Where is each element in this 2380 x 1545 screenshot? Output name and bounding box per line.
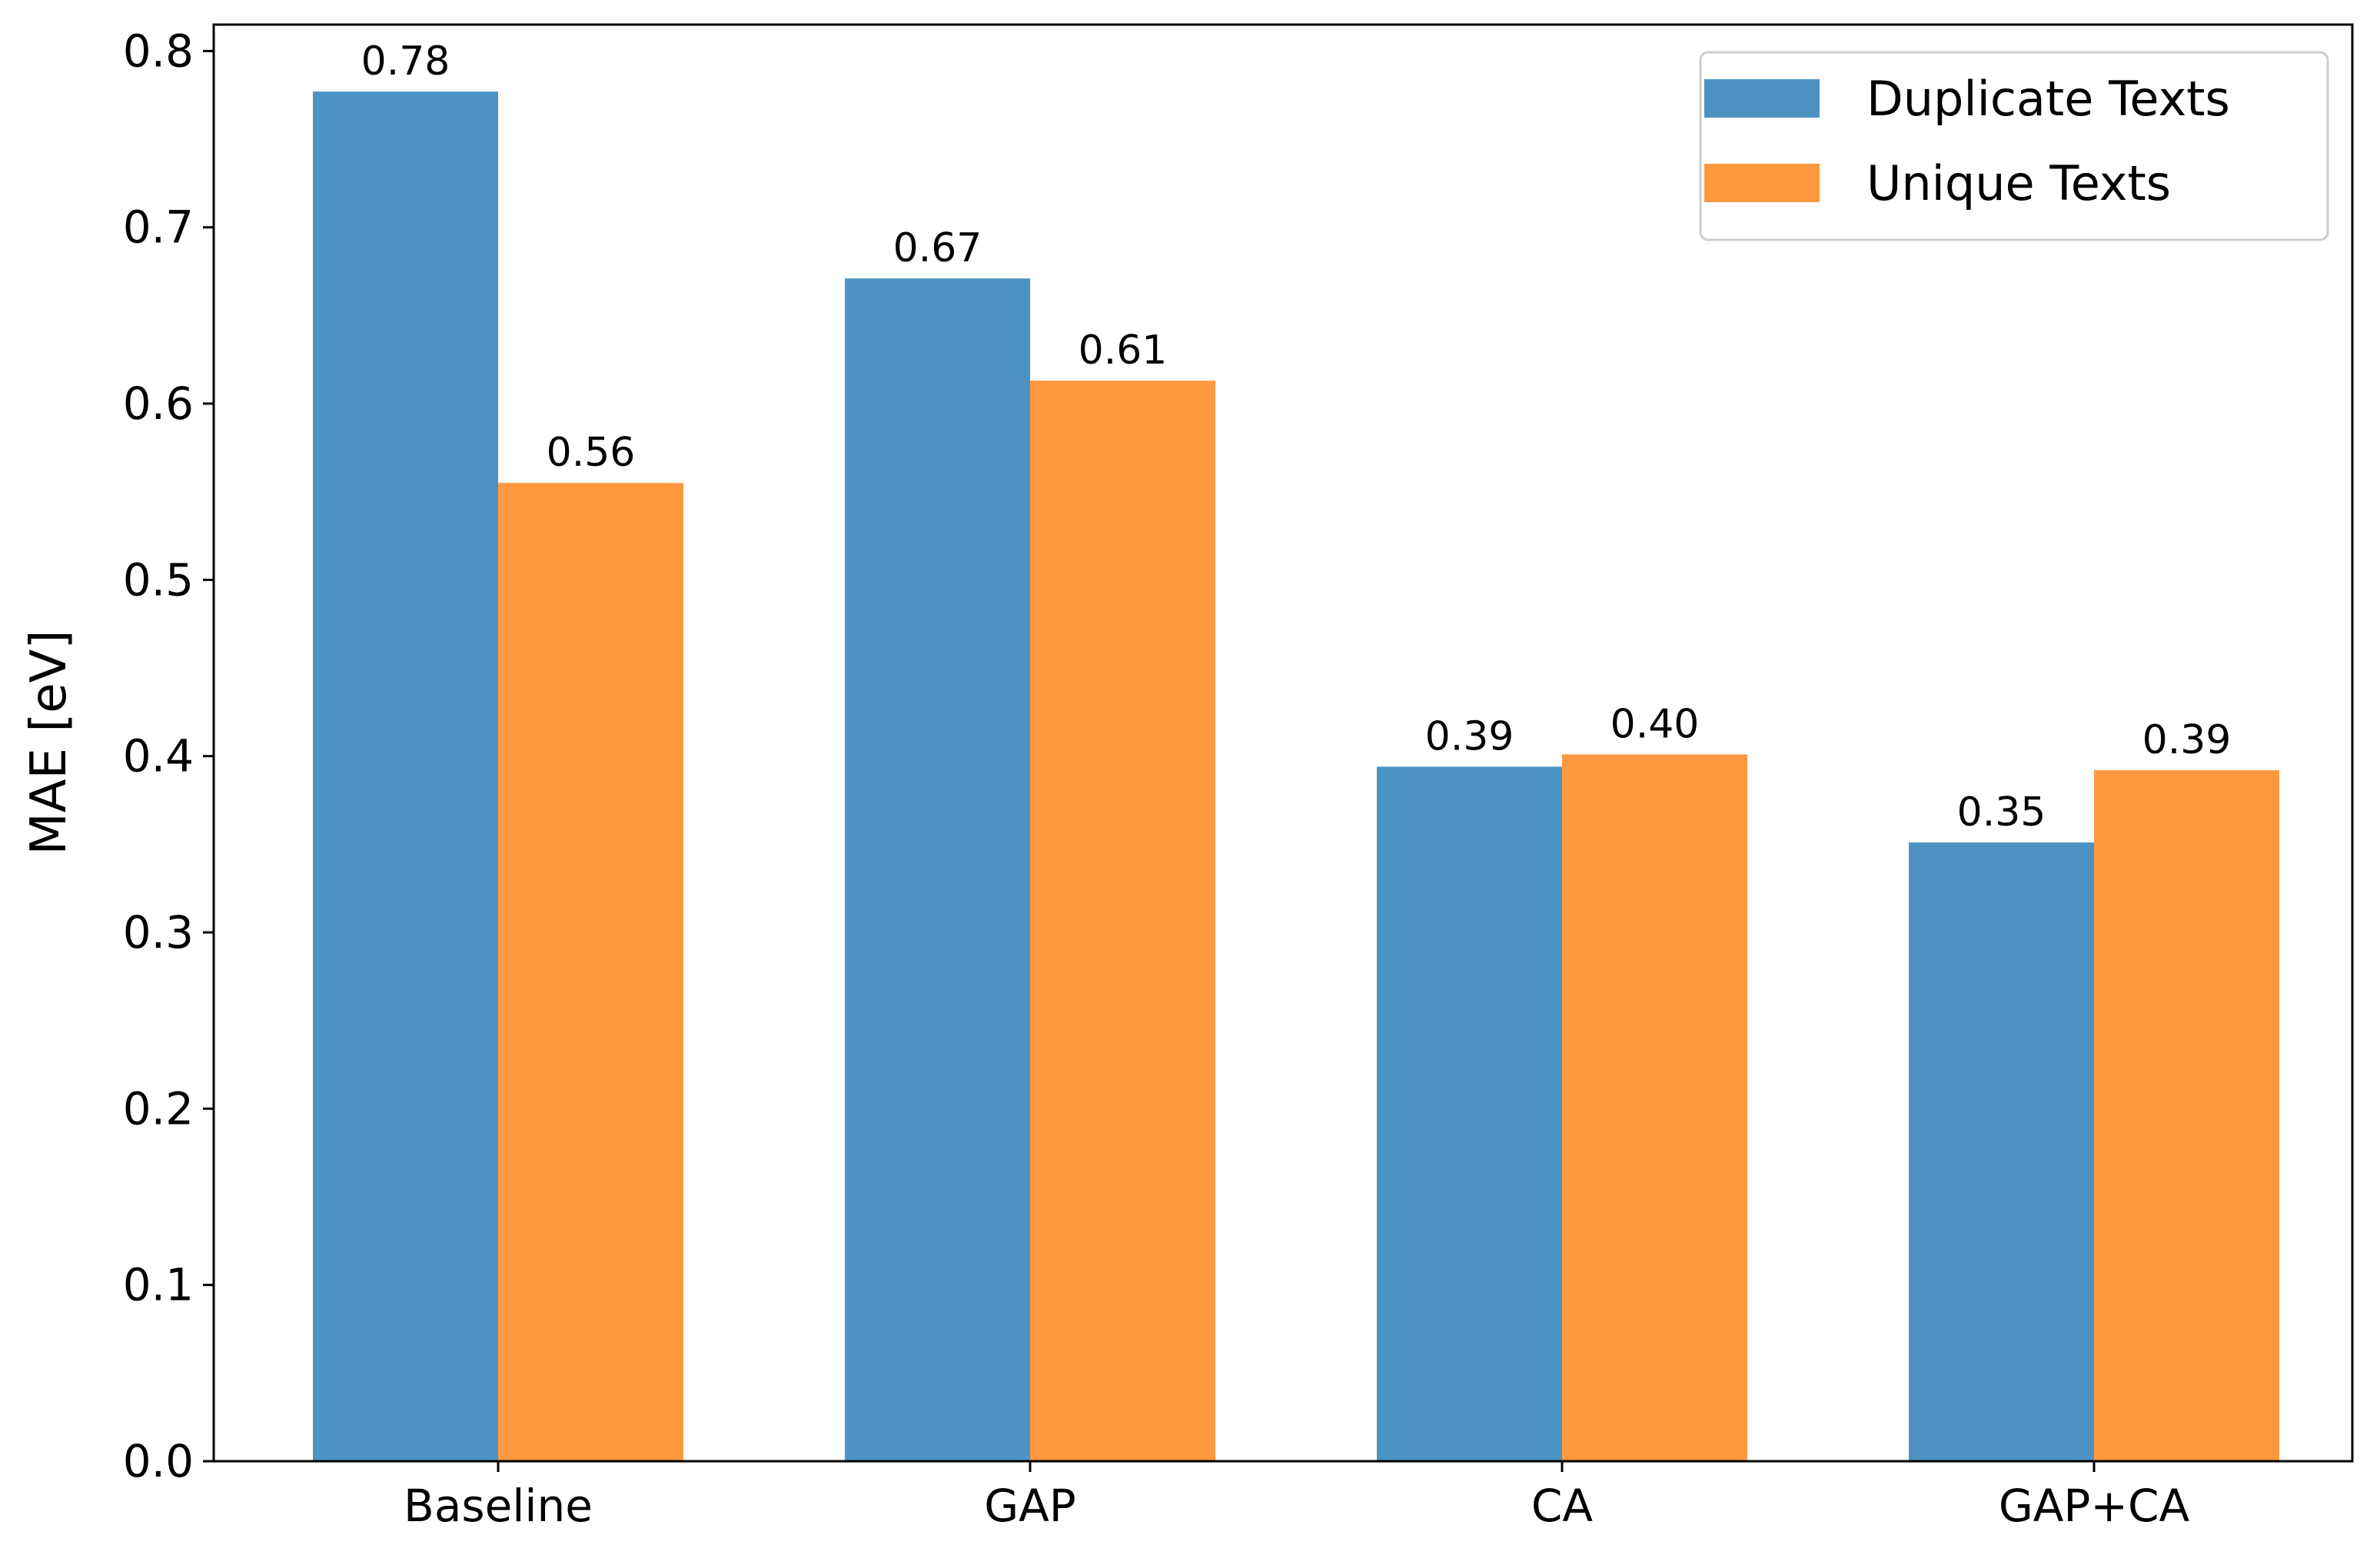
bar-ca-series-2 — [1562, 754, 1747, 1461]
y-tick-label: 0.0 — [123, 1435, 194, 1487]
legend-label: Duplicate Texts — [1866, 71, 2230, 127]
data-label: 0.61 — [1079, 327, 1168, 374]
bar-gap-series-1 — [845, 278, 1030, 1461]
bar-gap-series-2 — [1030, 380, 1215, 1461]
data-label: 0.67 — [893, 225, 982, 271]
y-tick-label: 0.7 — [123, 201, 194, 254]
data-label: 0.78 — [361, 38, 450, 85]
y-axis-title: MAE [eV] — [21, 630, 78, 856]
bars-layer — [313, 91, 2279, 1462]
x-tick-label: GAP — [984, 1480, 1076, 1532]
y-tick-label: 0.6 — [123, 377, 194, 430]
data-label: 0.40 — [1610, 701, 1700, 747]
plot-frame — [212, 23, 2354, 1463]
y-tick-label: 0.5 — [123, 553, 194, 606]
bar-baseline-series-2 — [498, 483, 683, 1462]
y-tick-label: 0.3 — [123, 906, 194, 959]
x-axis-ticks: Baseline GAP CA GAP+CA — [404, 1461, 2190, 1532]
data-labels-layer: 0.78 0.67 0.39 0.35 0.56 0.61 0.40 0.39 — [361, 38, 2232, 836]
y-tick-label: 0.4 — [123, 730, 194, 782]
legend-frame — [1699, 51, 2329, 241]
bar-gap-ca-series-2 — [2094, 770, 2279, 1461]
data-label: 0.39 — [2142, 717, 2232, 763]
x-tick-label: GAP+CA — [1999, 1480, 2190, 1532]
bar-baseline-series-1 — [313, 91, 498, 1461]
legend-swatch — [1704, 79, 1820, 118]
x-tick-label: Baseline — [404, 1480, 593, 1532]
legend-label: Unique Texts — [1866, 155, 2171, 211]
y-axis-ticks: 0.0 0.1 0.2 0.3 0.4 0.5 0.6 0.7 0.8 — [123, 25, 214, 1487]
legend: Duplicate Texts Unique Texts — [1699, 51, 2329, 241]
y-tick-label: 0.1 — [123, 1259, 194, 1311]
data-label: 0.56 — [547, 430, 636, 476]
data-label: 0.35 — [1957, 789, 2046, 836]
data-label: 0.39 — [1425, 713, 1514, 759]
y-tick-label: 0.8 — [123, 25, 194, 77]
bar-ca-series-1 — [1377, 766, 1562, 1461]
legend-swatch — [1704, 164, 1820, 202]
bar-gap-ca-series-1 — [1909, 842, 2094, 1461]
y-tick-label: 0.2 — [123, 1082, 194, 1135]
x-tick-label: CA — [1531, 1480, 1593, 1532]
